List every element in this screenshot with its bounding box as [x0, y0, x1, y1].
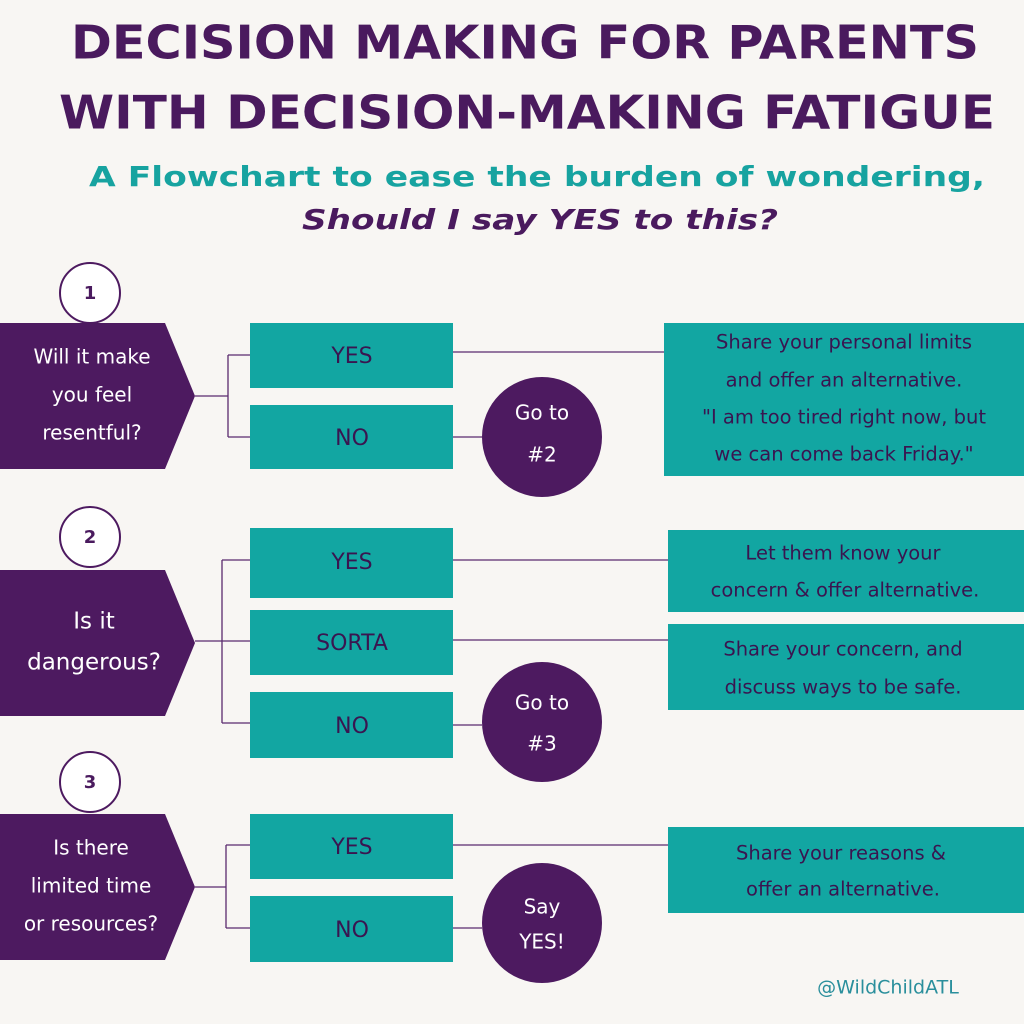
option-text: NO	[335, 918, 369, 943]
connector	[195, 559, 668, 726]
question-text: resentful?	[42, 421, 141, 445]
option-box	[250, 323, 453, 388]
goto-text: YES!	[518, 930, 565, 954]
result-text: concern & offer alternative.	[711, 579, 980, 602]
option-box	[250, 814, 453, 879]
goto-circle	[482, 377, 602, 497]
result-box	[668, 624, 1024, 710]
connector	[195, 844, 668, 929]
question-text: Is it	[73, 609, 115, 635]
option-text: YES	[330, 344, 372, 369]
option-text: YES	[330, 550, 372, 575]
result-text: and offer an alternative.	[726, 369, 963, 392]
option-text: NO	[335, 426, 369, 451]
step-number: 3	[84, 772, 97, 793]
question-box	[0, 814, 195, 960]
goto-text: Go to	[515, 691, 569, 715]
question-text: dangerous?	[27, 650, 161, 676]
step-number: 1	[84, 283, 97, 304]
option-text: NO	[335, 714, 369, 739]
result-text: Share your personal limits	[716, 331, 972, 354]
result-text: "I am too tired right now, but	[702, 406, 986, 429]
option-text: YES	[330, 835, 372, 860]
handle: @WildChildATL	[817, 977, 959, 999]
result-box	[664, 323, 1024, 476]
title: WITH DECISION-MAKING FATIGUE	[59, 86, 995, 140]
option-text: SORTA	[316, 631, 388, 656]
section: 3 Is there limited time or resources? YE…	[0, 751, 1024, 983]
question-text: or resources?	[24, 912, 158, 936]
question-box	[0, 323, 195, 469]
question-text: you feel	[52, 383, 132, 407]
result-text: we can come back Friday."	[714, 443, 973, 466]
question-text: Will it make	[33, 345, 150, 369]
result-text: Share your reasons &	[736, 842, 946, 865]
goto-text: Go to	[515, 401, 569, 425]
option-box	[250, 405, 453, 469]
goto-text: #3	[527, 732, 556, 756]
result-box	[668, 827, 1024, 913]
number-ring	[59, 506, 121, 568]
option-box	[250, 896, 453, 962]
goto-circle	[482, 662, 602, 782]
goto-text: #2	[527, 443, 556, 467]
option-box	[250, 528, 453, 598]
result-text: Share your concern, and	[723, 638, 962, 661]
title: DECISION MAKING FOR PARENTS	[71, 16, 979, 70]
section: 2 Is it dangerous? YES SORTA NO Go to #3…	[0, 506, 1024, 782]
goto-circle	[482, 863, 602, 983]
option-box	[250, 610, 453, 675]
question-text: Is there	[53, 836, 129, 860]
section: 1 Will it make you feel resentful? YES N…	[0, 262, 1024, 497]
subtitle: A Flowchart to ease the burden of wonder…	[89, 160, 985, 193]
result-text: offer an alternative.	[746, 878, 940, 901]
question: Should I say YES to this?	[302, 203, 778, 236]
connector	[195, 351, 664, 438]
result-text: Let them know your	[745, 542, 941, 565]
goto-text: Say	[524, 895, 561, 919]
number-ring	[59, 751, 121, 813]
question-text: limited time	[31, 874, 152, 898]
option-box	[250, 692, 453, 758]
question-box	[0, 570, 195, 716]
step-number: 2	[84, 527, 97, 548]
result-box	[668, 530, 1024, 612]
result-text: discuss ways to be safe.	[725, 676, 962, 699]
